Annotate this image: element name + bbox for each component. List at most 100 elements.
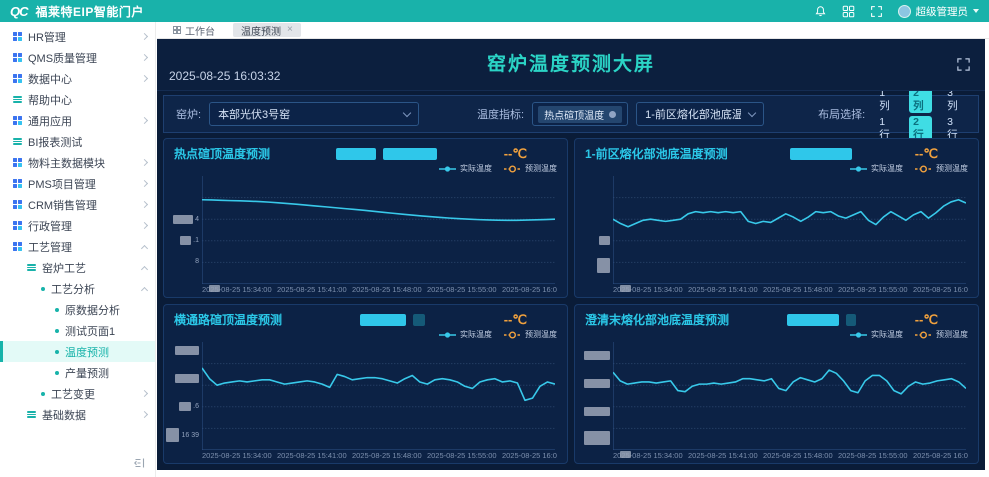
- redacted-value-block: [360, 313, 407, 326]
- grid-icon: [13, 221, 22, 230]
- panel-forecast-value: --℃: [503, 311, 527, 327]
- layout-option-selected[interactable]: 2行: [909, 115, 933, 142]
- redacted-y-tick: 8: [195, 258, 199, 266]
- redacted-value-block: [413, 313, 426, 326]
- layout-option[interactable]: 1行: [879, 115, 890, 141]
- dashboard-title: 窑炉温度预测大屏: [486, 54, 655, 75]
- sidebar-item[interactable]: 数据中心: [0, 68, 155, 89]
- sidebar-item[interactable]: 物料主数据模块: [0, 152, 155, 173]
- sidebar-item-active[interactable]: 温度预测: [0, 341, 155, 362]
- chevron-right-icon: [140, 200, 149, 209]
- kiln-select[interactable]: 本部光伏3号窑: [209, 102, 420, 126]
- sidebar-item-label: 物料主数据模块: [28, 157, 105, 170]
- panel-forecast-value: --℃: [914, 145, 938, 161]
- sidebar-item[interactable]: QMS质量管理: [0, 47, 155, 68]
- x-axis-tick-label: 2025-08-25 15:41:00: [687, 450, 758, 460]
- legend-forecast[interactable]: 预测温度: [915, 163, 968, 174]
- bullet-icon: [55, 307, 59, 312]
- chevron-down-icon: [747, 108, 757, 117]
- sidebar-item-label: 温度预测: [65, 346, 109, 359]
- sidebar-item[interactable]: BI报表测试: [0, 131, 155, 152]
- tab-label: 工作台: [185, 26, 215, 38]
- sidebar-item-label: 工艺管理: [28, 241, 72, 254]
- indicator-tag[interactable]: 热点碹顶温度: [538, 105, 623, 123]
- chevron-right-icon: [140, 32, 149, 41]
- tab-label: 温度预测: [241, 26, 281, 38]
- redacted-y-tick: .6: [179, 402, 199, 412]
- sidebar-item[interactable]: 工艺管理: [0, 236, 155, 257]
- sidebar-item[interactable]: CRM销售管理: [0, 194, 155, 215]
- line-chart: [584, 342, 966, 450]
- sidebar-item[interactable]: 帮助中心: [0, 89, 155, 110]
- sidebar-item[interactable]: 行政管理: [0, 215, 155, 236]
- sidebar-item[interactable]: HR管理: [0, 26, 155, 47]
- sidebar-item[interactable]: 工艺变更: [0, 383, 155, 404]
- sidebar-item-label: 帮助中心: [28, 94, 72, 107]
- redacted-value-block: [846, 313, 857, 326]
- sidebar-item[interactable]: 工艺分析: [0, 278, 155, 299]
- redacted-y-tick: 4: [173, 214, 199, 224]
- legend-forecast-marker-icon: [915, 165, 932, 172]
- chevron-up-icon: [140, 265, 149, 273]
- sidebar-item[interactable]: 产量预测: [0, 362, 155, 383]
- chevron-right-icon: [140, 179, 149, 188]
- panel-forecast-value: --℃: [503, 145, 527, 161]
- legend-forecast[interactable]: 预测温度: [915, 329, 968, 340]
- x-axis-tick-label: 2025-08-25 15:34:00: [202, 450, 272, 460]
- x-axis-labels: 2025-08-25 15:34:00 2025-08-25 15:41:00 20…: [202, 450, 557, 460]
- portal-title: 福莱特EIP智能门户: [35, 4, 144, 19]
- x-axis-tick-label: 2025-08-25 15:48:00: [351, 284, 422, 294]
- sidebar-item[interactable]: 通用应用: [0, 110, 155, 131]
- panel-current-values-redacted: [729, 313, 915, 326]
- layout-option[interactable]: 3行: [947, 115, 958, 141]
- tab-strip: 工作台 温度预测 ×: [157, 22, 989, 39]
- indicator-multiselect[interactable]: 热点碹顶温度: [532, 102, 629, 126]
- legend-actual[interactable]: 实际温度: [439, 329, 492, 340]
- legend-actual-marker-icon: [850, 165, 867, 172]
- panel-forecast-value: --℃: [914, 311, 938, 327]
- layout-option-selected[interactable]: 2列: [909, 86, 933, 113]
- sidebar: HR管理 QMS质量管理 数据中心帮助中心通用应用 BI报表测试物料主数据模块 PMS项…: [0, 22, 156, 477]
- x-axis-tick-label: 2025-08-25 15:55:00: [426, 450, 497, 460]
- sidebar-item[interactable]: 原数据分析: [0, 299, 155, 320]
- user-menu[interactable]: 超级管理员: [897, 4, 979, 19]
- legend-actual[interactable]: 实际温度: [439, 163, 492, 174]
- panel-title: 澄清末熔化部池底温度预测: [585, 313, 730, 327]
- tag-remove-icon[interactable]: [609, 110, 617, 118]
- sidebar-item[interactable]: 测试页面1: [0, 320, 155, 341]
- bullet-icon: [55, 370, 59, 375]
- legend-forecast[interactable]: 预测温度: [504, 329, 557, 340]
- apps-icon[interactable]: [842, 5, 855, 18]
- chevron-right-icon: [140, 158, 149, 167]
- fullscreen-icon[interactable]: [870, 5, 883, 18]
- chevron-down-icon: [402, 108, 412, 117]
- line-chart: [597, 176, 966, 284]
- line-chart-svg: [202, 342, 555, 450]
- list-icon: [27, 263, 36, 272]
- grid-icon: [13, 116, 22, 125]
- sidebar-item[interactable]: PMS项目管理: [0, 173, 155, 194]
- legend-actual[interactable]: 实际温度: [850, 329, 903, 340]
- dashboard-fullscreen-icon[interactable]: [956, 57, 971, 72]
- sidebar-item-label: 测试页面1: [65, 325, 116, 338]
- tab-1[interactable]: 温度预测 ×: [233, 23, 301, 38]
- indicator-select[interactable]: 1-前区熔化部池底温: [636, 102, 765, 126]
- tab-0[interactable]: 工作台: [165, 23, 223, 38]
- sidebar-item[interactable]: 窑炉工艺: [0, 257, 155, 278]
- legend-actual[interactable]: 实际温度: [850, 163, 903, 174]
- redacted-y-tick: [584, 350, 610, 360]
- kiln-select-value: 本部光伏3号窑: [218, 109, 291, 121]
- bell-icon[interactable]: [814, 5, 827, 18]
- panel-title: 横通路碹顶温度预测: [174, 313, 283, 327]
- layout-option[interactable]: 1列: [879, 86, 890, 112]
- sidebar-collapse-icon[interactable]: [133, 457, 145, 469]
- legend-forecast[interactable]: 预测温度: [504, 163, 557, 174]
- sidebar-item[interactable]: 基础数据: [0, 404, 155, 425]
- chevron-right-icon: [140, 221, 149, 230]
- x-axis-tick-label: 2025-08-25 16:0: [912, 450, 968, 460]
- layout-option[interactable]: 3列: [947, 86, 958, 112]
- tab-close-icon[interactable]: ×: [287, 24, 293, 35]
- line-chart: 4.1 8: [173, 176, 555, 284]
- redacted-y-tick: .1: [180, 236, 199, 246]
